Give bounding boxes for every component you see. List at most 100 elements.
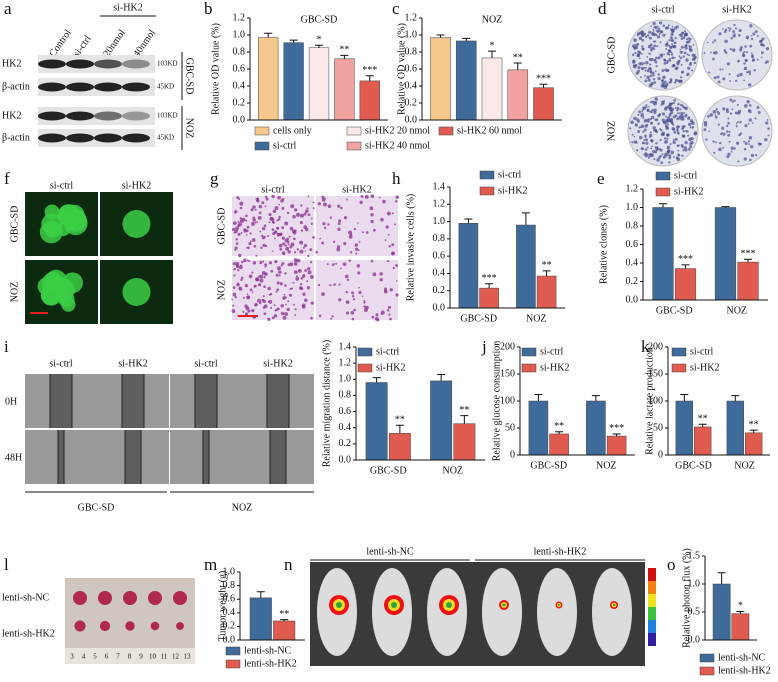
- colony: [670, 80, 673, 83]
- colony: [722, 28, 724, 30]
- ruler-mark: 11: [161, 653, 168, 661]
- colony: [663, 137, 667, 140]
- colony: [653, 108, 657, 112]
- colony: [760, 42, 764, 47]
- colony: [650, 48, 653, 51]
- colony: [728, 140, 731, 143]
- x-tick-label: GBC-SD: [675, 460, 712, 471]
- panel-label: b: [204, 0, 213, 18]
- cell: [265, 197, 269, 201]
- bar: [359, 80, 380, 121]
- significance: **: [395, 415, 405, 426]
- cell: [284, 296, 287, 299]
- group-label: lenti-sh-HK2: [534, 546, 587, 557]
- cell: [278, 270, 282, 274]
- colony: [743, 66, 748, 70]
- cell: [350, 310, 355, 315]
- cell: [231, 298, 233, 301]
- colony: [640, 112, 644, 117]
- cell: [284, 284, 287, 287]
- cell: [303, 243, 308, 248]
- y-axis-label: Relative OD value (%): [396, 23, 407, 115]
- colony: [662, 24, 666, 28]
- cell: [238, 265, 243, 270]
- colony: [724, 50, 728, 54]
- dish: [701, 95, 773, 167]
- colony: [713, 76, 717, 80]
- colony: [684, 106, 688, 111]
- cell: [363, 301, 366, 304]
- panel-label: m: [204, 555, 217, 574]
- colony: [673, 81, 677, 84]
- bar: [455, 40, 477, 121]
- cell: [278, 215, 281, 219]
- panel-label: n: [284, 555, 293, 574]
- colony: [680, 70, 685, 74]
- cell: [307, 270, 312, 275]
- cell: [293, 251, 297, 254]
- column-label: si-HK2: [263, 358, 292, 369]
- blot-band: [38, 82, 66, 92]
- colony: [735, 122, 738, 125]
- blot-band: [38, 111, 66, 121]
- colony: [733, 33, 736, 36]
- cell: [242, 310, 245, 313]
- colony: [650, 100, 653, 103]
- blot-band: [94, 133, 122, 143]
- colony: [671, 43, 674, 46]
- cell: [257, 283, 262, 287]
- colony: [737, 33, 741, 37]
- colony: [660, 161, 664, 165]
- cell: [356, 264, 361, 268]
- colony: [632, 44, 636, 48]
- cell: [259, 278, 264, 283]
- colony: [652, 28, 655, 31]
- legend-label: si-HK2: [540, 362, 569, 373]
- colony: [718, 147, 722, 152]
- colony: [680, 143, 684, 147]
- legend-label: si-HK2: [674, 186, 703, 197]
- significance: **: [542, 260, 552, 271]
- colony: [751, 121, 754, 124]
- y-tick-label: 0: [658, 449, 663, 460]
- colony: [654, 97, 658, 101]
- legend-label: si-HK2 60 nmol: [457, 125, 522, 136]
- imaging: [310, 562, 645, 666]
- colony: [706, 41, 709, 44]
- error-bar: [513, 62, 522, 70]
- cell: [337, 227, 341, 231]
- colony: [709, 113, 714, 117]
- cell: [240, 232, 243, 234]
- legend-label: si-HK2: [690, 362, 719, 373]
- legend-swatch: [655, 187, 671, 197]
- cell: [283, 293, 286, 296]
- cell: [309, 261, 313, 264]
- cell: [307, 195, 310, 198]
- colony: [728, 73, 731, 76]
- colony: [658, 21, 663, 25]
- cell: [243, 229, 247, 233]
- cell: [245, 214, 248, 218]
- colony: [761, 37, 765, 41]
- dish: [701, 19, 773, 91]
- colony: [663, 85, 668, 89]
- colony: [649, 74, 653, 78]
- colony: [637, 53, 640, 56]
- colony: [685, 58, 689, 62]
- cell: [244, 312, 249, 316]
- colony: [666, 69, 670, 72]
- significance: *: [738, 601, 743, 612]
- colony: [670, 150, 675, 155]
- colony: [661, 69, 665, 73]
- error-bar: [340, 54, 349, 59]
- y-tick-label: 150: [500, 368, 515, 379]
- cell: [387, 233, 390, 236]
- colony: [649, 36, 652, 40]
- cell: [251, 238, 256, 242]
- colony: [688, 116, 690, 119]
- cell: [271, 228, 275, 231]
- colony: [671, 121, 674, 124]
- cell: [357, 271, 361, 275]
- blot-band: [38, 133, 66, 143]
- cell: [263, 312, 267, 316]
